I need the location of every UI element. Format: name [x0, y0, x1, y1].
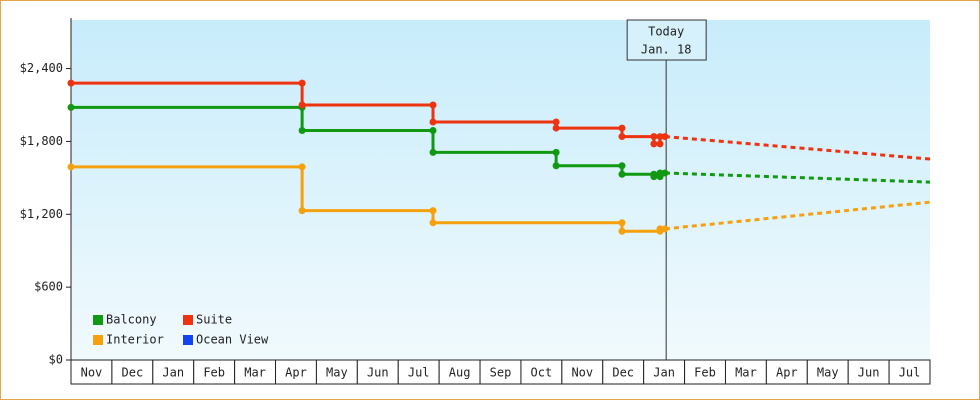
x-tick-label: Jan — [162, 366, 184, 380]
today-label: Today — [648, 25, 684, 39]
x-tick-label: Mar — [244, 366, 266, 380]
x-tick-label: Aug — [449, 366, 471, 380]
x-tick-label: Feb — [203, 366, 225, 380]
point — [656, 140, 664, 148]
point — [656, 133, 664, 141]
x-cell — [152, 359, 195, 385]
point — [618, 162, 626, 170]
x-cell — [520, 359, 563, 385]
x-tick-label: Jun — [367, 366, 389, 380]
x-tick-label: Nov — [571, 366, 593, 380]
x-cell — [684, 359, 726, 385]
point — [656, 225, 664, 233]
x-tick-label: Dec — [122, 366, 144, 380]
x-cell — [724, 359, 767, 385]
point — [618, 219, 626, 227]
point — [429, 127, 437, 134]
x-tick-label: Apr — [776, 366, 798, 380]
x-tick-label: Dec — [612, 366, 634, 380]
point — [67, 163, 75, 171]
point — [618, 124, 626, 132]
point — [429, 207, 437, 215]
x-tick-label: Jul — [408, 366, 430, 380]
legend-swatch — [93, 335, 103, 345]
legend-label: Balcony — [106, 313, 157, 327]
x-tick-label: Jun — [858, 366, 880, 380]
x-tick-label: May — [817, 366, 839, 380]
x-cell — [479, 359, 522, 385]
x-cell — [275, 359, 317, 385]
point — [552, 124, 560, 132]
y-tick-label: $600 — [34, 280, 63, 294]
point — [552, 162, 560, 170]
point — [618, 133, 626, 141]
x-cell — [397, 359, 440, 385]
point — [298, 101, 306, 109]
point — [429, 101, 437, 109]
x-cell — [438, 359, 481, 385]
x-cell — [234, 359, 277, 385]
y-tick-label: $0 — [49, 353, 63, 367]
point — [656, 169, 664, 177]
x-cell — [193, 359, 236, 385]
x-cell — [315, 359, 358, 385]
y-tick-label: $1,200 — [20, 207, 63, 221]
legend-label: Ocean View — [196, 333, 269, 347]
x-cell — [356, 359, 399, 385]
legend-label: Interior — [106, 333, 164, 347]
x-tick-label: May — [326, 366, 348, 380]
point — [650, 133, 658, 141]
today-date: Jan. 18 — [641, 43, 692, 57]
plot-area — [71, 20, 930, 360]
legend-swatch — [183, 335, 193, 345]
point — [298, 127, 306, 134]
y-tick-label: $2,400 — [20, 61, 63, 75]
legend-swatch — [93, 315, 103, 325]
point — [429, 148, 437, 156]
x-tick-label: Jan — [653, 366, 675, 380]
point — [298, 207, 306, 215]
x-tick-label: Sep — [490, 366, 512, 380]
point — [618, 170, 626, 178]
x-tick-label: Oct — [531, 366, 553, 380]
point — [67, 79, 75, 87]
point — [429, 118, 437, 126]
x-tick-label: Jul — [899, 366, 921, 380]
point — [67, 103, 75, 111]
point — [552, 118, 560, 126]
point — [429, 219, 437, 227]
x-tick-label: Feb — [694, 366, 716, 380]
point — [552, 148, 560, 156]
point — [298, 79, 306, 87]
point — [298, 163, 306, 171]
x-cell — [561, 359, 604, 385]
y-tick-label: $1,800 — [20, 134, 63, 148]
x-tick-label: Nov — [81, 366, 103, 380]
legend-swatch — [183, 315, 193, 325]
point — [618, 227, 626, 235]
today-box — [626, 19, 707, 61]
x-tick-label: Apr — [285, 366, 307, 380]
point — [650, 140, 658, 148]
x-cell — [888, 359, 931, 385]
legend-label: Suite — [196, 313, 232, 327]
point — [650, 173, 658, 181]
x-tick-label: Mar — [735, 366, 757, 380]
